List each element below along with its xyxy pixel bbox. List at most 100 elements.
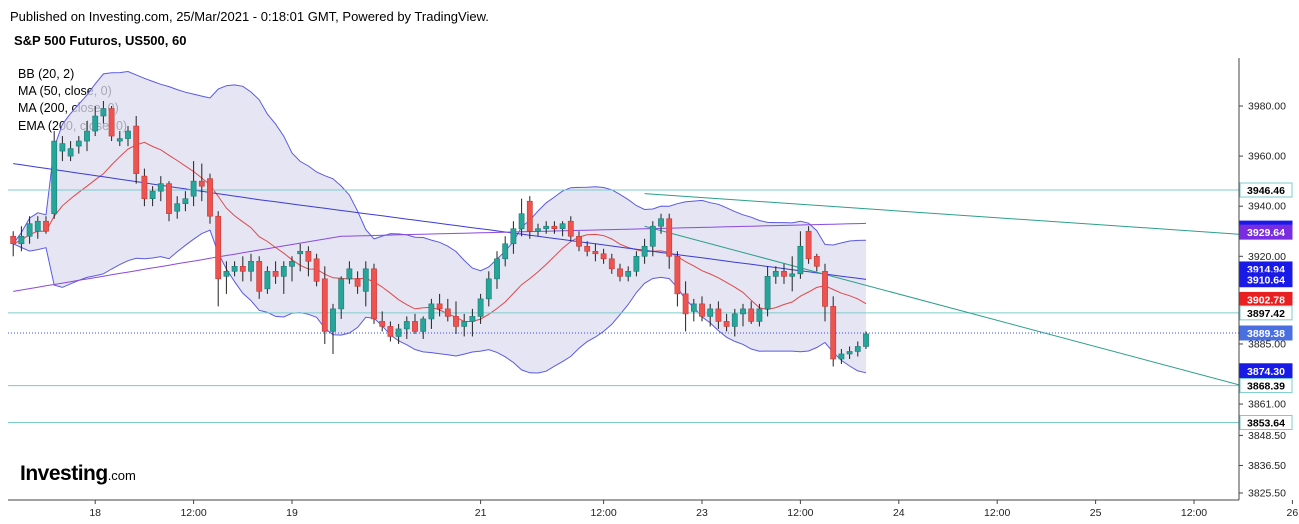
candle-80: [666, 213, 673, 269]
candle-86: [715, 301, 722, 329]
candle-50: [420, 316, 427, 339]
candle-29: [248, 253, 254, 282]
candle-body: [772, 271, 779, 277]
candle-body: [84, 130, 90, 142]
candle-body: [321, 278, 328, 332]
candle-body: [592, 250, 599, 255]
candle-65: [543, 221, 550, 234]
candle-9: [84, 121, 90, 152]
y-tick-label: 3960.00: [1248, 151, 1286, 163]
candle-body: [59, 143, 66, 152]
candle-21: [182, 191, 189, 212]
candle-66: [551, 221, 558, 234]
candle-body: [436, 303, 443, 310]
y-tick-label: 3848.50: [1248, 430, 1286, 442]
price-label: 3853.64: [1239, 415, 1293, 431]
candle-body: [92, 115, 99, 132]
candle-16: [141, 168, 148, 207]
candle-11: [100, 100, 107, 124]
price-label: 3902.78: [1239, 291, 1293, 307]
candle-body: [854, 346, 861, 352]
candle-body: [157, 183, 164, 192]
candle-43: [362, 261, 369, 307]
candle-104: [863, 331, 869, 349]
candle-body: [731, 313, 738, 327]
published-caption: Published on Investing.com, 25/Mar/2021 …: [10, 9, 489, 24]
candle-70: [584, 241, 591, 257]
candle-body: [67, 148, 74, 157]
candle-96: [797, 231, 804, 279]
x-tick-label: 21: [475, 507, 487, 519]
trendline-0: [644, 193, 1239, 235]
y-tick-label: 3825.50: [1248, 488, 1286, 500]
candle-19: [166, 181, 172, 222]
candle-45: [379, 311, 386, 332]
candle-body: [740, 308, 746, 315]
price-label: 3874.30: [1239, 363, 1293, 379]
candle-87: [723, 313, 730, 332]
candle-body: [248, 261, 254, 272]
candle-body: [289, 261, 295, 267]
y-tick-label: 3861.00: [1248, 399, 1286, 411]
candle-body: [715, 308, 722, 322]
candle-body: [559, 223, 566, 230]
bollinger-upper-line: [12, 70, 867, 272]
y-tick-label: 3940.00: [1248, 201, 1286, 213]
candle-body: [748, 308, 755, 322]
candle-body: [215, 215, 222, 280]
candle-95: [789, 256, 796, 292]
candle-79: [658, 213, 664, 234]
candle-body: [231, 266, 238, 272]
candle-48: [403, 316, 410, 339]
candle-body: [838, 353, 845, 360]
candle-69: [576, 231, 582, 252]
candle-body: [239, 266, 246, 272]
candle-91: [756, 303, 763, 327]
candle-body: [469, 316, 476, 322]
candle-body: [805, 230, 812, 260]
x-tick-label: 12:00: [984, 507, 1010, 519]
legend-item-bb[interactable]: BB (20, 2): [18, 67, 75, 81]
candle-15: [133, 116, 140, 184]
candle-body: [346, 268, 353, 280]
candle-39: [330, 303, 336, 354]
candle-body: [723, 321, 730, 327]
candle-body: [453, 316, 459, 327]
candle-102: [846, 346, 853, 359]
candle-46: [387, 321, 394, 342]
candle-body: [485, 278, 492, 300]
price-label-box: [1239, 415, 1293, 431]
candle-body: [510, 228, 517, 245]
candle-63: [526, 196, 533, 239]
price-label: 3946.46: [1239, 182, 1293, 198]
candle-62: [518, 198, 525, 237]
candle-body: [781, 271, 787, 277]
x-tick-label: 26: [1287, 507, 1299, 519]
candle-24: [207, 173, 213, 224]
candle-51: [428, 298, 435, 329]
candle-body: [256, 261, 263, 292]
candle-body: [313, 258, 320, 282]
candle-37: [313, 253, 320, 287]
plot-area: [8, 70, 1239, 424]
candle-25: [215, 211, 222, 307]
price-label-text: 3910.64: [1247, 275, 1285, 287]
candle-body: [699, 303, 705, 317]
candle-30: [256, 256, 263, 299]
candle-body: [461, 321, 468, 327]
y-tick-label: 3885.00: [1248, 338, 1286, 350]
candle-58: [485, 271, 492, 307]
candle-body: [666, 218, 673, 257]
candle-83: [690, 298, 697, 322]
candle-38: [321, 266, 328, 344]
price-label-text: 3874.30: [1247, 366, 1285, 378]
candle-body: [756, 308, 763, 322]
candle-47: [395, 323, 402, 344]
candle-18: [157, 176, 164, 202]
candle-body: [403, 321, 410, 330]
candle-40: [338, 276, 345, 319]
candle-26: [223, 261, 230, 294]
candle-body: [362, 268, 369, 292]
candle-60: [502, 236, 509, 267]
